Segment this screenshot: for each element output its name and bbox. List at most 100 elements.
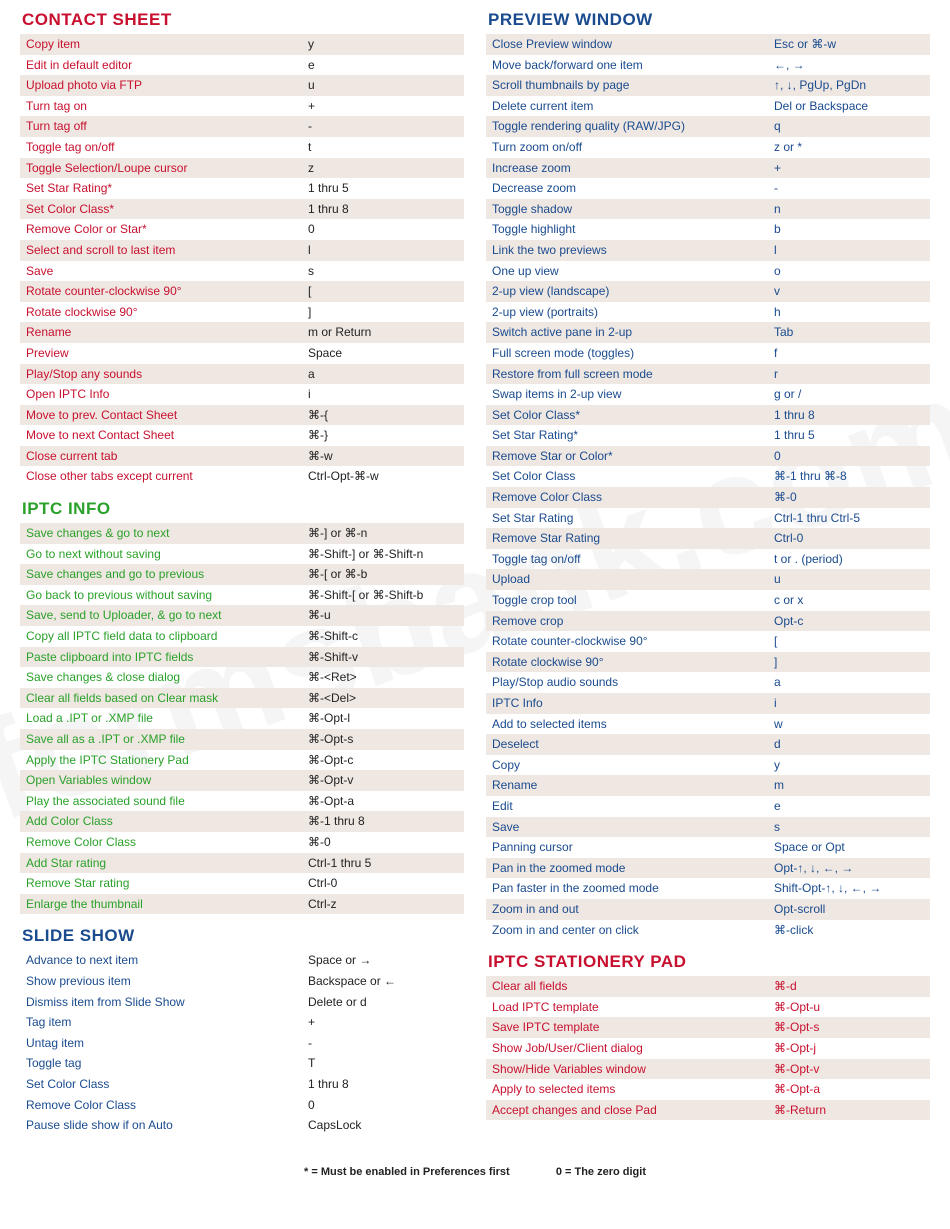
shortcut-action: Move to next Contact Sheet <box>26 426 308 445</box>
shortcut-key: ⌘-<Ret> <box>308 668 458 687</box>
shortcut-key: Space <box>308 344 458 363</box>
shortcut-key: Shift-Opt-↑, ↓, ←, → <box>774 879 924 898</box>
shortcut-row: Toggle Selection/Loupe cursorz <box>20 158 464 179</box>
shortcut-key: Space or → <box>308 951 458 970</box>
shortcut-row: Toggle tag on/offt or . (period) <box>486 549 930 570</box>
shortcut-row: Edit in default editore <box>20 55 464 76</box>
shortcut-row: Move to prev. Contact Sheet⌘-{ <box>20 405 464 426</box>
shortcut-list: Clear all fields⌘-dLoad IPTC template⌘-O… <box>486 976 930 1120</box>
shortcut-action: Save <box>26 262 308 281</box>
shortcut-action: Clear all fields based on Clear mask <box>26 689 308 708</box>
shortcut-row: Show/Hide Variables window⌘-Opt-v <box>486 1059 930 1080</box>
shortcut-row: Zoom in and outOpt-scroll <box>486 899 930 920</box>
shortcut-action: Turn tag on <box>26 97 308 116</box>
shortcut-key: i <box>774 694 924 713</box>
shortcut-row: Rotate clockwise 90°] <box>486 652 930 673</box>
shortcut-action: IPTC Info <box>492 694 774 713</box>
shortcut-action: Apply the IPTC Stationery Pad <box>26 751 308 770</box>
shortcut-row: Toggle rendering quality (RAW/JPG)q <box>486 116 930 137</box>
shortcut-key: Ctrl-1 thru Ctrl-5 <box>774 509 924 528</box>
shortcut-key: m <box>774 776 924 795</box>
shortcut-row: Pause slide show if on AutoCapsLock <box>20 1115 464 1136</box>
shortcut-action: Set Color Class* <box>492 406 774 425</box>
shortcut-action: Turn tag off <box>26 117 308 136</box>
shortcut-row: Saves <box>486 817 930 838</box>
shortcut-key: t or . (period) <box>774 550 924 569</box>
shortcut-row: Toggle tag on/offt <box>20 137 464 158</box>
shortcut-key: b <box>774 220 924 239</box>
shortcut-key: ⌘-1 thru ⌘-8 <box>774 467 924 486</box>
shortcut-action: Show/Hide Variables window <box>492 1060 774 1079</box>
shortcut-action: Swap items in 2-up view <box>492 385 774 404</box>
shortcut-key: ⌘-Shift-] or ⌘-Shift-n <box>308 545 458 564</box>
shortcut-row: Saves <box>20 261 464 282</box>
shortcut-row: Remove Color Class⌘-0 <box>486 487 930 508</box>
shortcut-key: Tab <box>774 323 924 342</box>
shortcut-row: Load IPTC template⌘-Opt-u <box>486 997 930 1018</box>
shortcut-action: Increase zoom <box>492 159 774 178</box>
shortcut-key: 1 thru 8 <box>308 1075 458 1094</box>
shortcut-key: ↑, ↓, PgUp, PgDn <box>774 76 924 95</box>
shortcut-row: Go back to previous without saving⌘-Shif… <box>20 585 464 606</box>
shortcut-key: ⌘-Shift-c <box>308 627 458 646</box>
shortcut-row: Delete current itemDel or Backspace <box>486 96 930 117</box>
two-column-layout: CONTACT SHEETCopy itemyEdit in default e… <box>20 10 930 1148</box>
shortcut-row: Set Color Class*1 thru 8 <box>486 405 930 426</box>
shortcut-action: Go back to previous without saving <box>26 586 308 605</box>
shortcut-action: 2-up view (landscape) <box>492 282 774 301</box>
section-right-0: PREVIEW WINDOWClose Preview windowEsc or… <box>486 10 930 940</box>
shortcut-key: s <box>308 262 458 281</box>
shortcut-row: Remove Color Class⌘-0 <box>20 832 464 853</box>
shortcut-key: n <box>774 200 924 219</box>
right-column: PREVIEW WINDOWClose Preview windowEsc or… <box>486 10 930 1148</box>
shortcut-row: Switch active pane in 2-upTab <box>486 322 930 343</box>
shortcut-action: Rotate counter-clockwise 90° <box>492 632 774 651</box>
shortcut-action: Add to selected items <box>492 715 774 734</box>
shortcut-row: Toggle shadown <box>486 199 930 220</box>
shortcut-key: ⌘-Opt-a <box>308 792 458 811</box>
shortcut-key: ⌘-0 <box>774 488 924 507</box>
shortcut-key: Backspace or ← <box>308 972 458 991</box>
shortcut-key: ⌘-Opt-v <box>308 771 458 790</box>
shortcut-row: Swap items in 2-up viewg or / <box>486 384 930 405</box>
shortcut-row: IPTC Infoi <box>486 693 930 714</box>
shortcut-action: Zoom in and center on click <box>492 921 774 940</box>
shortcut-key: CapsLock <box>308 1116 458 1135</box>
shortcut-row: Move back/forward one item←, → <box>486 55 930 76</box>
shortcut-row: Close current tab⌘-w <box>20 446 464 467</box>
shortcut-action: 2-up view (portraits) <box>492 303 774 322</box>
shortcut-key: ⌘-1 thru 8 <box>308 812 458 831</box>
shortcut-row: 2-up view (portraits)h <box>486 302 930 323</box>
shortcut-key: Opt-scroll <box>774 900 924 919</box>
shortcut-action: Copy <box>492 756 774 775</box>
shortcut-key: 1 thru 5 <box>774 426 924 445</box>
shortcut-key: Ctrl-1 thru 5 <box>308 854 458 873</box>
shortcut-row: Add Color Class⌘-1 thru 8 <box>20 811 464 832</box>
shortcut-key: ⌘-{ <box>308 406 458 425</box>
footnote-right: 0 = The zero digit <box>556 1166 646 1178</box>
shortcut-key: Esc or ⌘-w <box>774 35 924 54</box>
shortcut-row: Turn tag off- <box>20 116 464 137</box>
section-title: IPTC INFO <box>20 499 464 519</box>
footnote-left: * = Must be enabled in Preferences first <box>304 1166 510 1178</box>
shortcut-action: Load IPTC template <box>492 998 774 1017</box>
shortcut-action: Pause slide show if on Auto <box>26 1116 308 1135</box>
shortcut-key: ⌘-0 <box>308 833 458 852</box>
shortcut-action: Delete current item <box>492 97 774 116</box>
shortcut-action: Rotate clockwise 90° <box>26 303 308 322</box>
shortcut-row: Full screen mode (toggles)f <box>486 343 930 364</box>
shortcut-action: Close Preview window <box>492 35 774 54</box>
shortcut-key: c or x <box>774 591 924 610</box>
shortcut-action: Toggle shadow <box>492 200 774 219</box>
shortcut-key: a <box>774 673 924 692</box>
shortcut-row: Accept changes and close Pad⌘-Return <box>486 1100 930 1121</box>
shortcut-key: ⌘-Opt-c <box>308 751 458 770</box>
shortcut-key: w <box>774 715 924 734</box>
shortcut-key: 0 <box>308 220 458 239</box>
shortcut-row: Save changes & go to next⌘-] or ⌘-n <box>20 523 464 544</box>
shortcut-row: Toggle crop toolc or x <box>486 590 930 611</box>
shortcut-key: ⌘-Shift-v <box>308 648 458 667</box>
shortcut-action: Scroll thumbnails by page <box>492 76 774 95</box>
shortcut-row: Play the associated sound file⌘-Opt-a <box>20 791 464 812</box>
shortcut-list: Advance to next itemSpace or →Show previ… <box>20 950 464 1135</box>
